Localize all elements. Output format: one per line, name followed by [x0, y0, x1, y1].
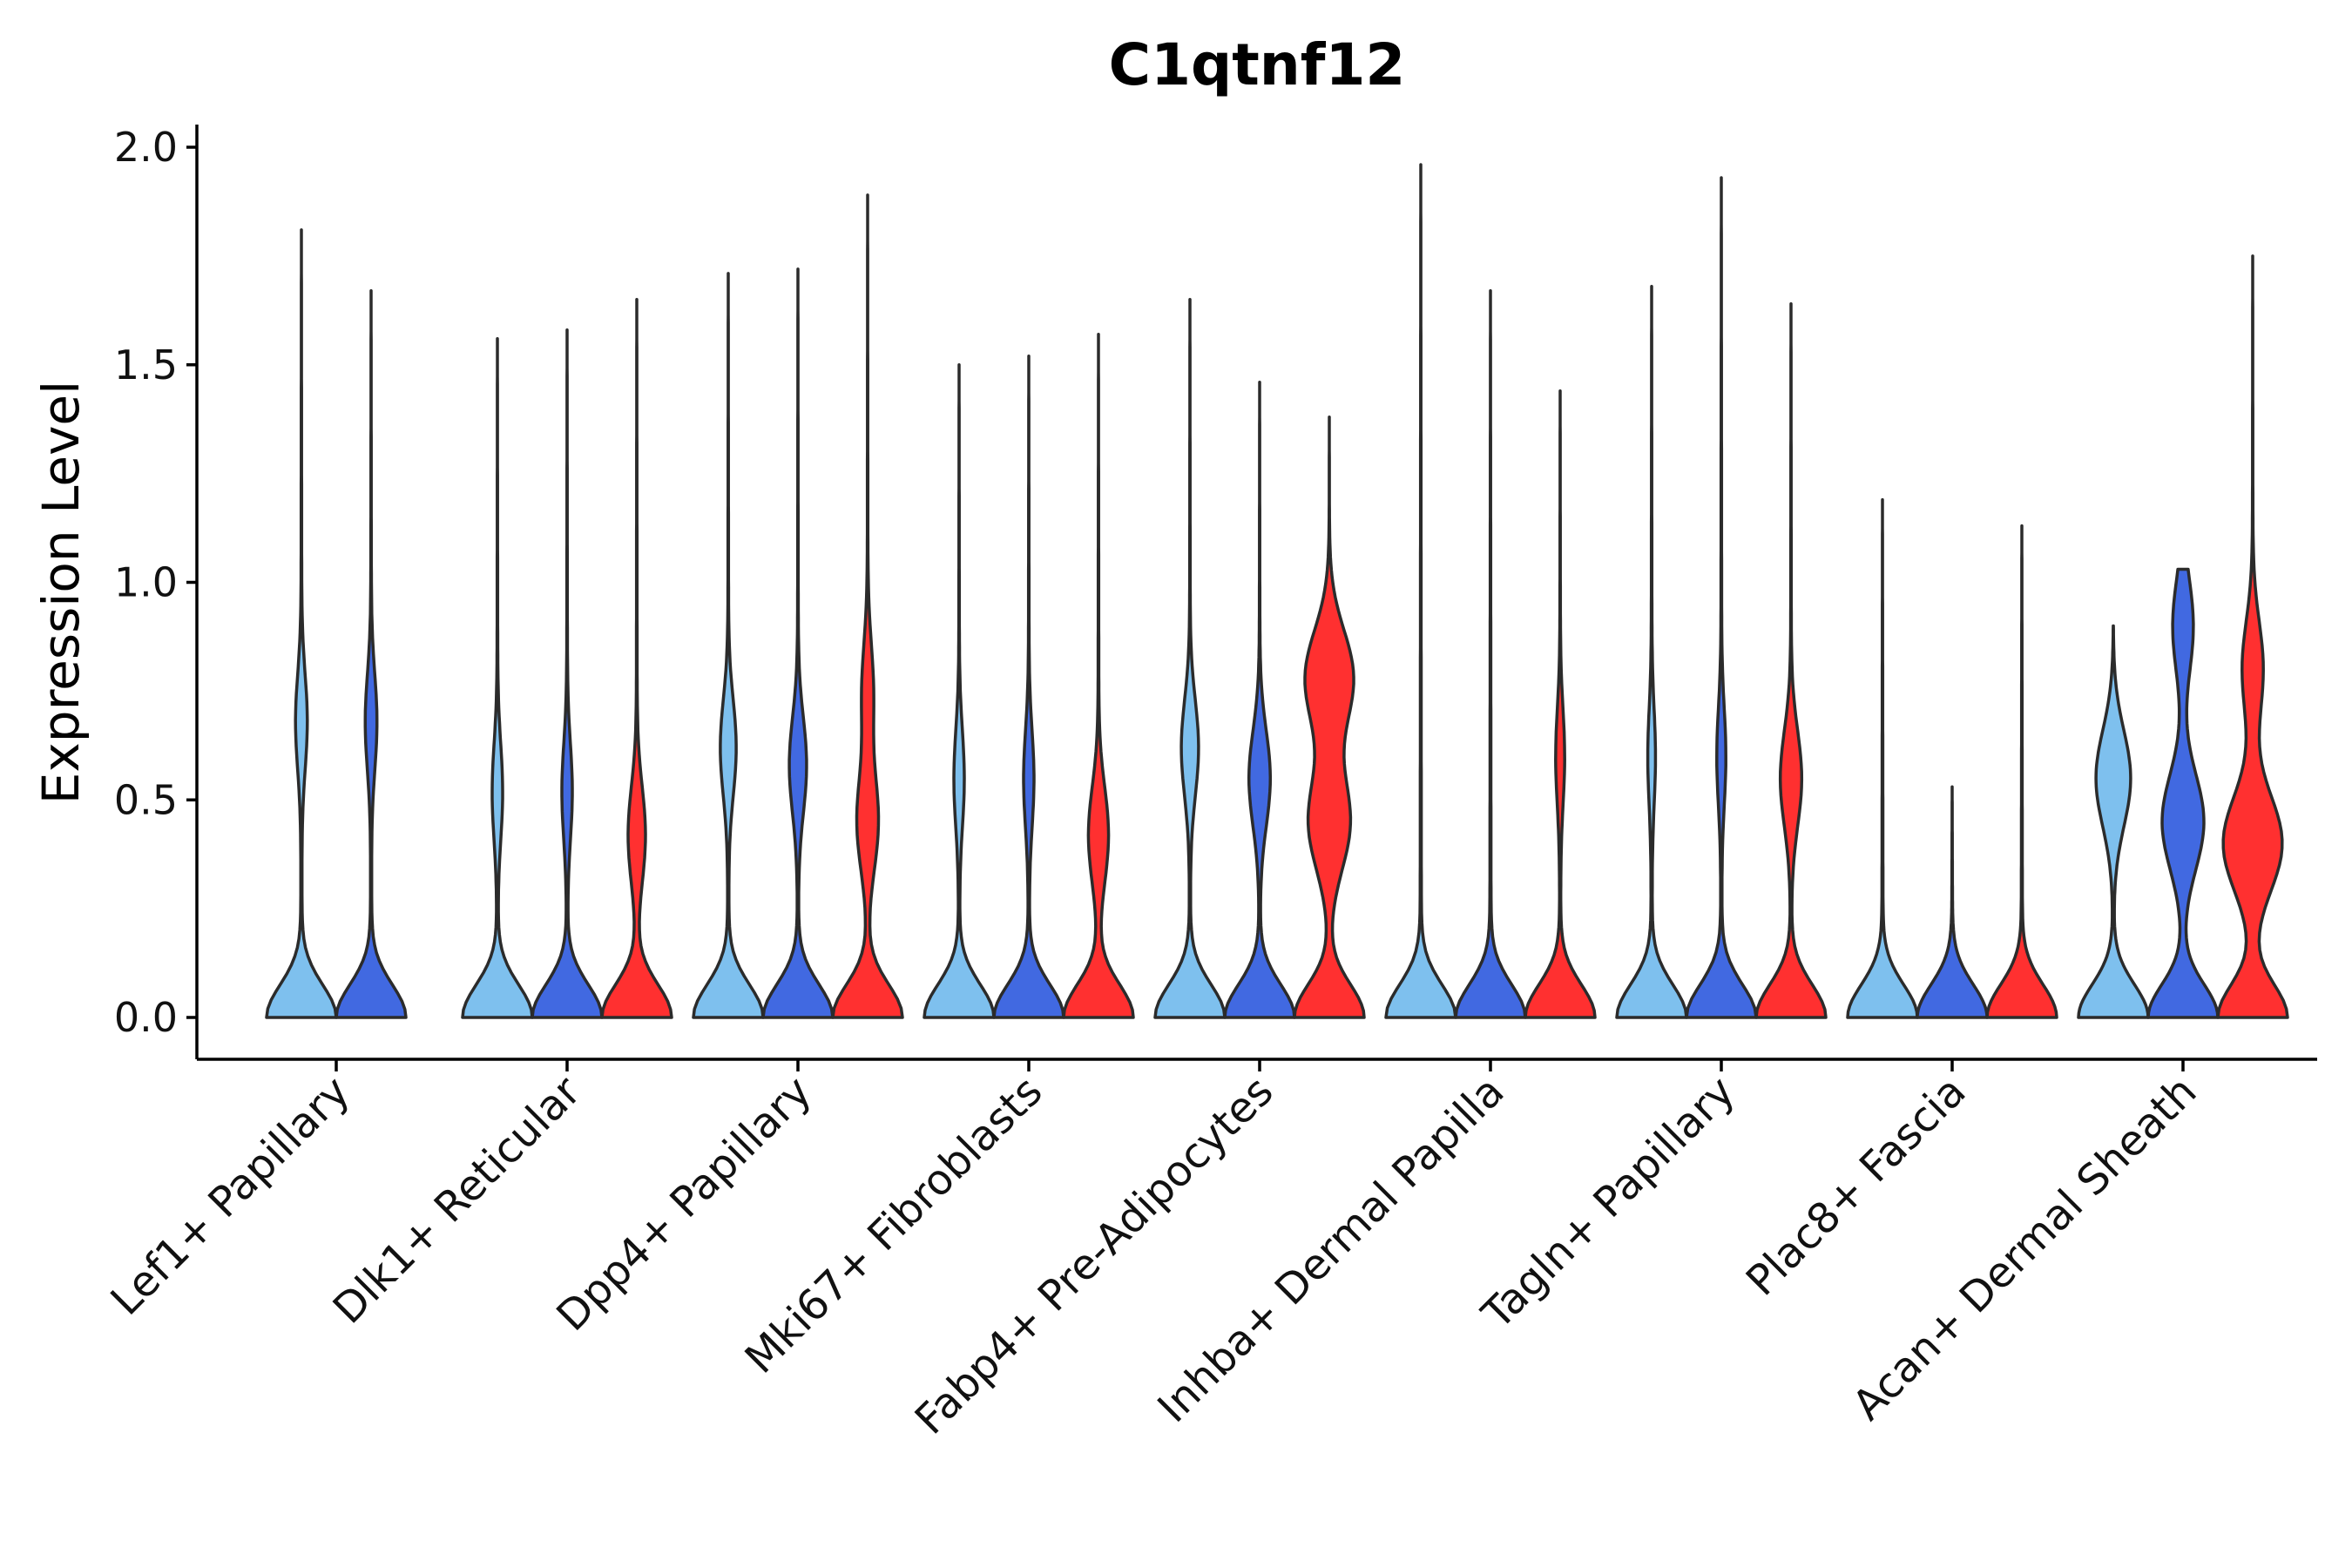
violin-light_blue	[1384, 163, 1457, 1019]
violin-red	[1754, 302, 1828, 1019]
x-tick-label: Plac8+ Fascia	[1737, 1067, 1976, 1306]
chart-title: C1qtnf12	[1109, 31, 1406, 98]
y-tick-label: 1.5	[114, 341, 178, 389]
violin-red	[1293, 415, 1366, 1019]
violin-blue	[992, 355, 1065, 1019]
y-axis-ticks: 0.0 0.5 1.0 1.5 2.0	[114, 124, 197, 1041]
x-tick-label: Lef1+ Papillary	[102, 1067, 360, 1325]
violin-red	[831, 193, 904, 1019]
violin-light_blue	[1153, 298, 1227, 1019]
y-tick-label: 0.0	[114, 994, 178, 1041]
y-axis-label: Expression Level	[31, 381, 91, 804]
violin-red	[1062, 333, 1135, 1019]
y-tick-label: 0.5	[114, 776, 178, 823]
violin-blue	[531, 328, 604, 1019]
violin-light_blue	[265, 228, 338, 1019]
x-tick-label: Tagln+ Papillary	[1472, 1067, 1744, 1339]
violin-blue	[761, 267, 835, 1019]
violin-blue	[1223, 380, 1296, 1019]
violin-blue	[1916, 785, 1989, 1019]
violin-blue	[335, 289, 408, 1019]
violin-red	[1524, 389, 1597, 1019]
violin-light_blue	[1615, 285, 1688, 1019]
violin-red	[1985, 524, 2058, 1019]
violin-red	[2216, 254, 2289, 1019]
violin-group	[265, 163, 2289, 1019]
x-tick-label: Dpp4+ Papillary	[547, 1067, 821, 1341]
violin-light_blue	[1846, 497, 1919, 1019]
violin-blue	[2146, 567, 2220, 1019]
violin-light_blue	[2077, 624, 2150, 1019]
y-tick-label: 1.0	[114, 559, 178, 606]
y-tick-label: 2.0	[114, 124, 178, 171]
violin-light_blue	[461, 337, 534, 1019]
violin-blue	[1454, 289, 1527, 1019]
x-tick-label: Dlk1+ Reticular	[324, 1067, 591, 1334]
violin-blue	[1685, 176, 1758, 1019]
violin-light_blue	[923, 363, 996, 1019]
violin-light_blue	[692, 272, 765, 1019]
violin-red	[600, 298, 673, 1019]
